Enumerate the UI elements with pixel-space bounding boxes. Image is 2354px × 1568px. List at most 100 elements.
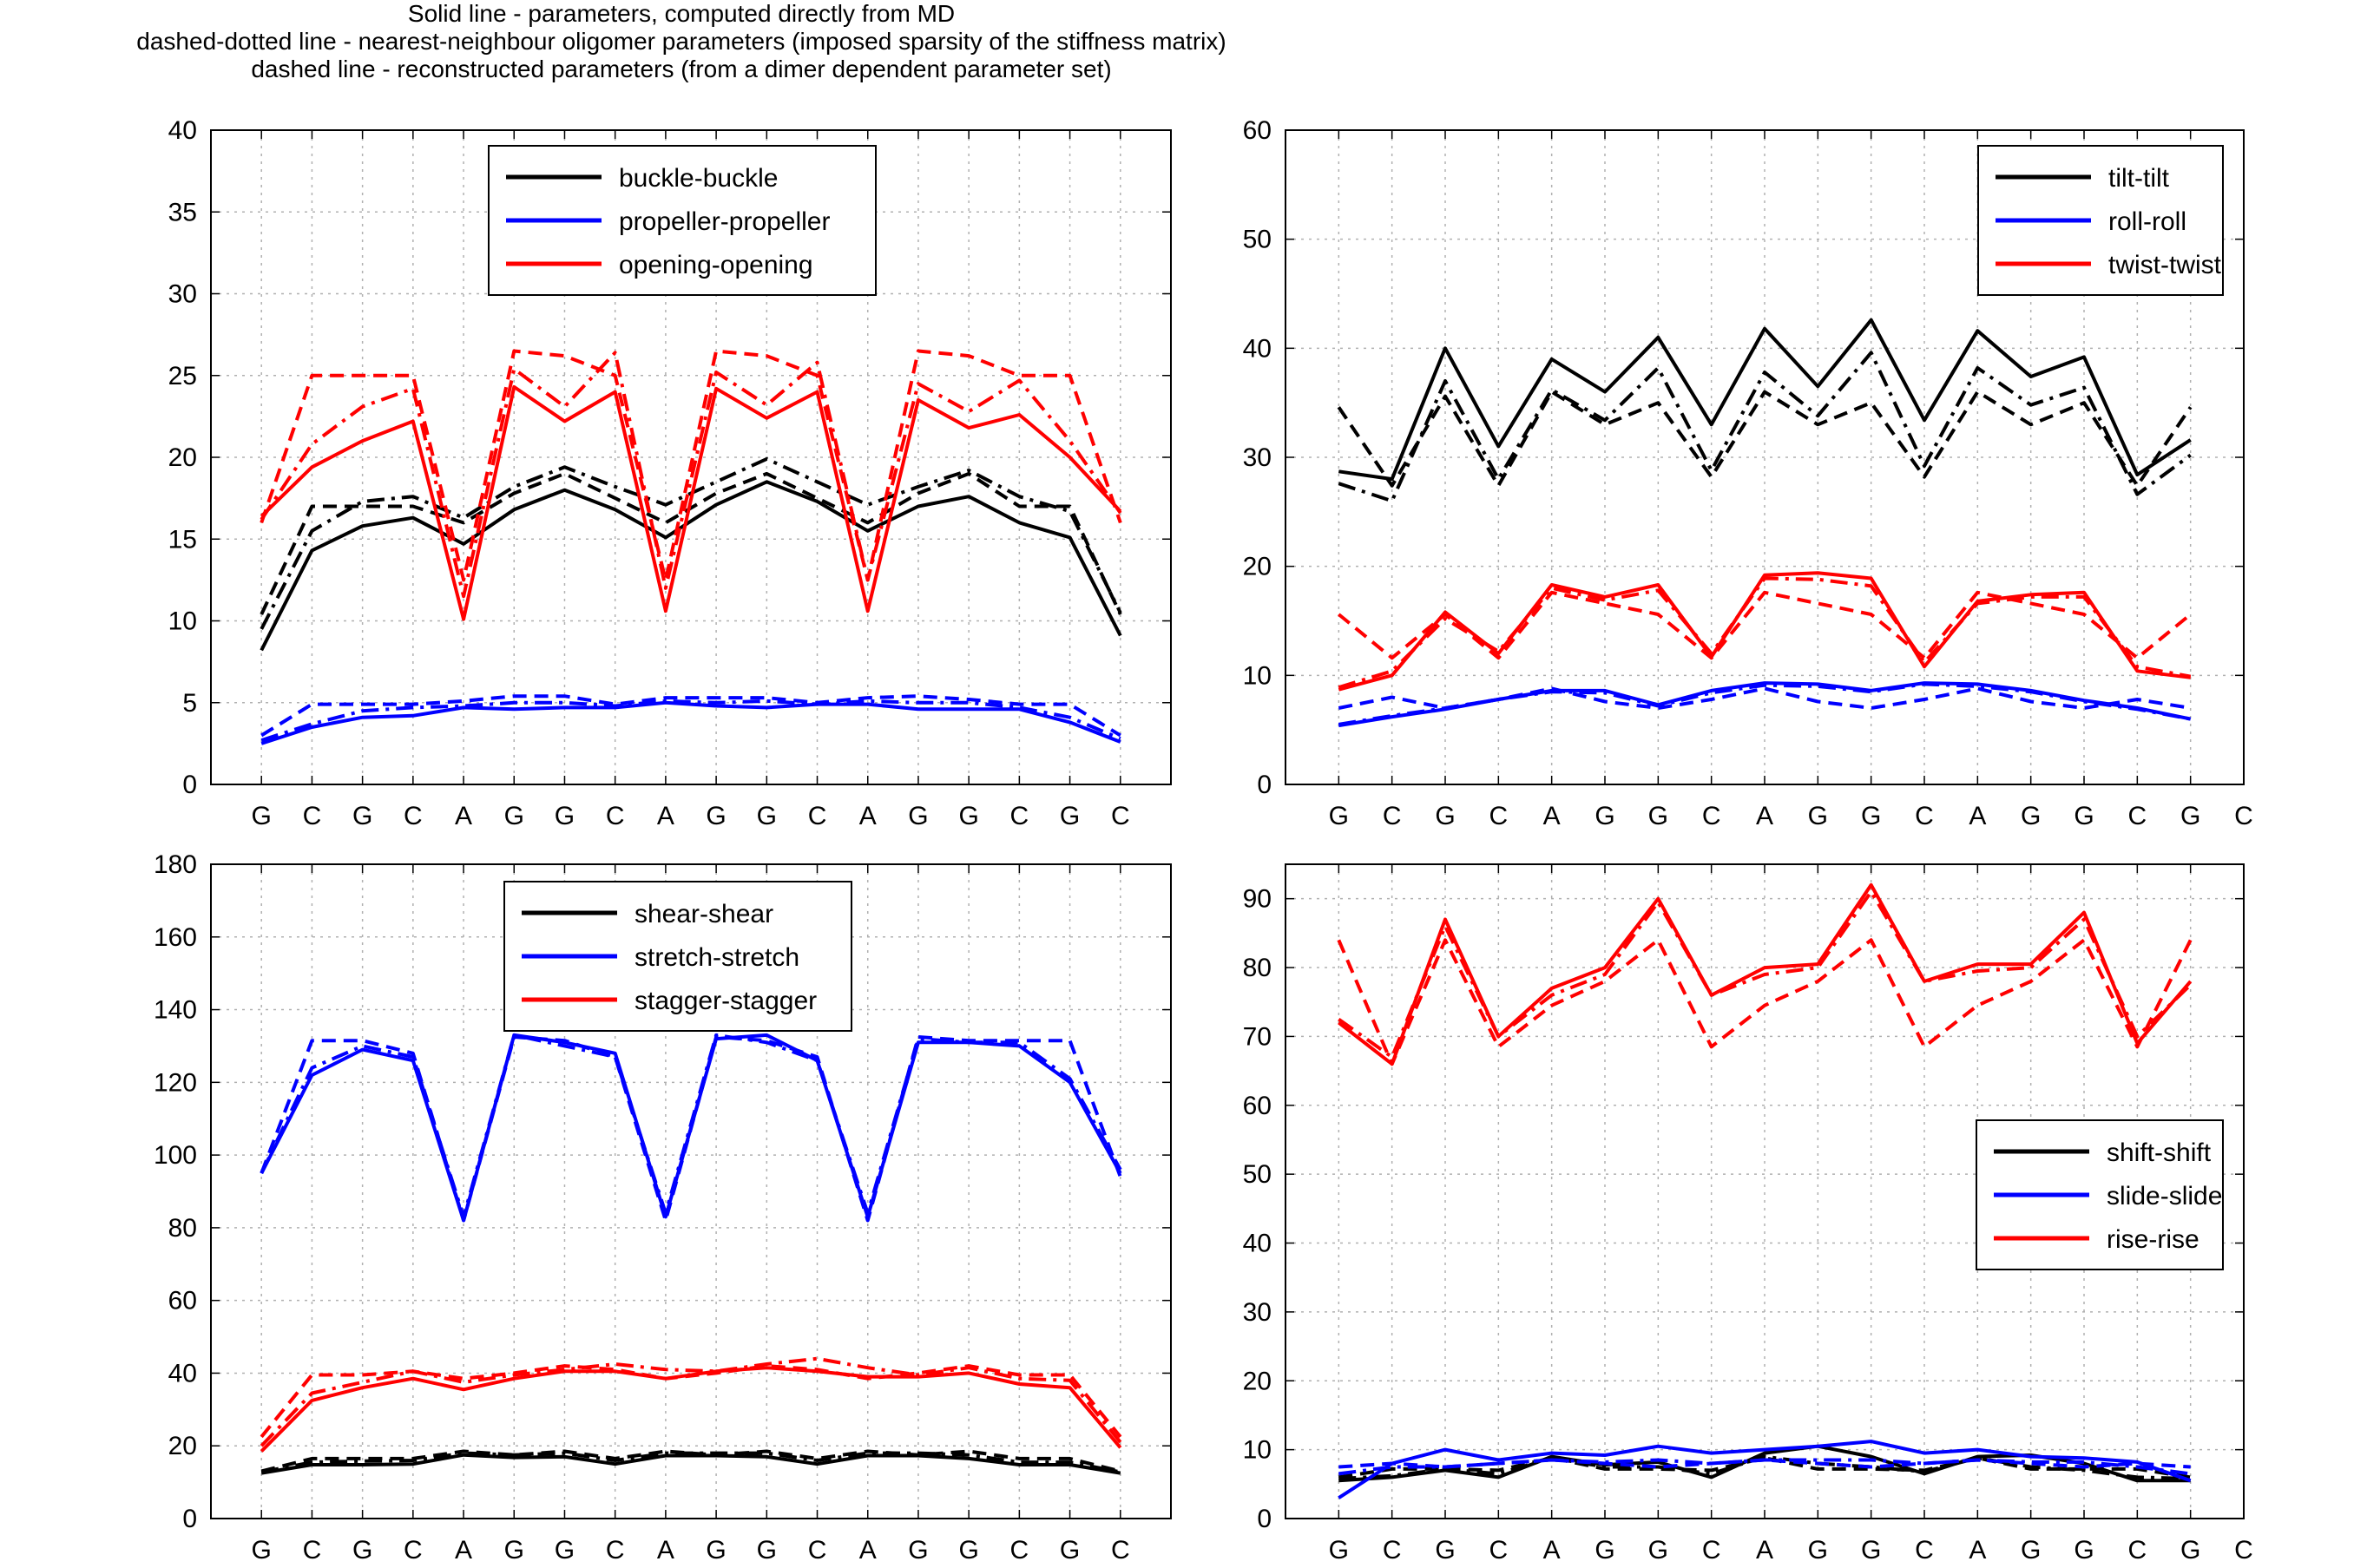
- series-blue-dashed: [1338, 1458, 2191, 1469]
- y-tick-label: 10: [1243, 661, 1272, 690]
- series-black-dashed: [260, 1449, 1121, 1473]
- series-red-dashed: [260, 349, 1122, 582]
- legend-label: slide-slide: [2107, 1182, 2222, 1210]
- y-tick-label: 80: [168, 1214, 197, 1243]
- y-tick-label: 5: [182, 689, 197, 718]
- chart-inter-rotational: G C G C A G G C A G G C A G G C G C 0 10 20 30 40 50 60 tilt-tilt…: [1243, 116, 2253, 830]
- x-tick-label: A: [859, 802, 877, 830]
- x-tick-label: G: [2074, 1536, 2094, 1565]
- chart-inter-translational: G C G C A G G C A G G C A G G C G C 0 10 20 30 40 50 60 70 80 90 shi…: [1243, 863, 2253, 1565]
- x-tick-label: C: [606, 1536, 625, 1565]
- x-tick-label: G: [1329, 802, 1349, 830]
- x-tick-label: G: [352, 802, 372, 830]
- series-blue-dashed: [260, 694, 1121, 738]
- y-tick-label: 10: [1243, 1436, 1272, 1465]
- series-blue-dashed: [1338, 686, 2192, 710]
- chart-intra-translational: G C G C A G G C A G G C A G G C G C 0 20 40 60 80 100 120 140 160 1…: [154, 850, 1172, 1565]
- x-tick-label: C: [1915, 1536, 1934, 1565]
- chart-intra-rotational: G C G C A G G C A G G C A G G C G C 0 5 10 15 20 25 30 35 40 buckle…: [168, 116, 1172, 830]
- y-tick-label: 120: [154, 1068, 197, 1097]
- legend: buckle-buckle propeller-propeller opening-…: [488, 145, 877, 296]
- x-tick-label: G: [555, 802, 575, 830]
- x-tick-label: A: [1543, 1536, 1561, 1565]
- axes-box: [210, 863, 1172, 1519]
- y-tick-label: 30: [1243, 443, 1272, 472]
- series-black-dashed: [260, 471, 1122, 615]
- y-tick-label: 60: [1243, 1092, 1272, 1120]
- x-tick-label: G: [1435, 802, 1455, 830]
- series-propeller-propeller: [260, 700, 1121, 745]
- x-tick-label: G: [1329, 1536, 1349, 1565]
- x-tick-label: G: [706, 1536, 726, 1565]
- y-tick-label: 100: [154, 1141, 197, 1170]
- x-tick-label: G: [757, 1536, 777, 1565]
- legend-label: rise-rise: [2107, 1225, 2199, 1254]
- x-tick-label: G: [2074, 802, 2094, 830]
- x-tick-label: A: [1969, 1536, 1986, 1565]
- y-tick-label: 20: [1243, 1367, 1272, 1395]
- x-tick-label: G: [757, 802, 777, 830]
- x-tick-label: C: [808, 802, 827, 830]
- x-tick-label: G: [908, 1536, 928, 1565]
- x-tick-label: C: [1489, 802, 1508, 830]
- x-tick-label: C: [606, 802, 625, 830]
- x-tick-label: A: [859, 1536, 877, 1565]
- x-tick-label: G: [1861, 1536, 1881, 1565]
- y-tick-label: 40: [168, 116, 197, 145]
- x-tick-label: C: [303, 1536, 322, 1565]
- series-slide-slide: [1338, 1440, 2192, 1499]
- x-tick-label: G: [1808, 1536, 1828, 1565]
- x-tick-label: A: [1756, 1536, 1773, 1565]
- title-line-3: dashed line - reconstructed parameters (…: [251, 56, 1112, 82]
- x-tick-label: A: [1969, 802, 1986, 830]
- series-black-dashed: [1337, 390, 2193, 488]
- x-tick-label: G: [1808, 802, 1828, 830]
- x-tick-label: G: [958, 802, 978, 830]
- y-tick-label: 20: [1243, 553, 1272, 581]
- series-shear-shear: [260, 1453, 1121, 1475]
- series-red-dashdot: [1338, 576, 2192, 690]
- x-tick-label: G: [2021, 802, 2041, 830]
- y-tick-label: 180: [154, 850, 197, 879]
- x-tick-label: G: [1060, 1536, 1080, 1565]
- x-tick-label: G: [252, 1536, 272, 1565]
- x-tick-label: G: [958, 1536, 978, 1565]
- x-tick-label: G: [1648, 1536, 1668, 1565]
- x-tick-label: A: [657, 1536, 674, 1565]
- legend: shift-shift slide-slide rise-rise: [1976, 1119, 2224, 1270]
- x-tick-label: C: [1383, 1536, 1402, 1565]
- x-tick-label: G: [1861, 802, 1881, 830]
- series-red-dashdot: [260, 351, 1122, 599]
- x-tick-label: C: [1702, 802, 1721, 830]
- series-twist-twist: [1338, 571, 2191, 692]
- x-tick-label: G: [1648, 802, 1668, 830]
- y-tick-label: 25: [168, 362, 197, 390]
- axes-box: [1285, 863, 2245, 1519]
- x-tick-label: A: [455, 1536, 472, 1565]
- y-tick-label: 40: [168, 1359, 197, 1388]
- x-tick-label: C: [1915, 802, 1934, 830]
- x-tick-label: G: [2180, 1536, 2200, 1565]
- x-tick-label: C: [303, 802, 322, 830]
- title-line-1: Solid line - parameters, computed direct…: [407, 0, 956, 27]
- series-red-dashed: [260, 1364, 1122, 1439]
- legend-label: shear-shear: [635, 900, 773, 928]
- x-tick-label: G: [252, 802, 272, 830]
- x-tick-label: G: [1595, 1536, 1614, 1565]
- y-tick-label: 20: [168, 443, 197, 472]
- legend-label: roll-roll: [2108, 207, 2186, 236]
- x-tick-label: C: [404, 1536, 423, 1565]
- x-tick-label: C: [1111, 802, 1130, 830]
- legend: shear-shear stretch-stretch stagger-stagge…: [503, 881, 852, 1032]
- x-tick-label: G: [706, 802, 726, 830]
- legend-label: buckle-buckle: [619, 164, 778, 193]
- axes-box: [210, 129, 1172, 785]
- y-tick-label: 10: [168, 607, 197, 636]
- legend: tilt-tilt roll-roll twist-twist: [1977, 145, 2224, 296]
- y-tick-label: 30: [1243, 1298, 1272, 1327]
- series-black-dashdot: [1338, 351, 2192, 503]
- y-tick-label: 50: [1243, 1160, 1272, 1189]
- series-blue-dashdot: [1338, 682, 2192, 726]
- series-black-dashed: [1338, 1456, 2192, 1479]
